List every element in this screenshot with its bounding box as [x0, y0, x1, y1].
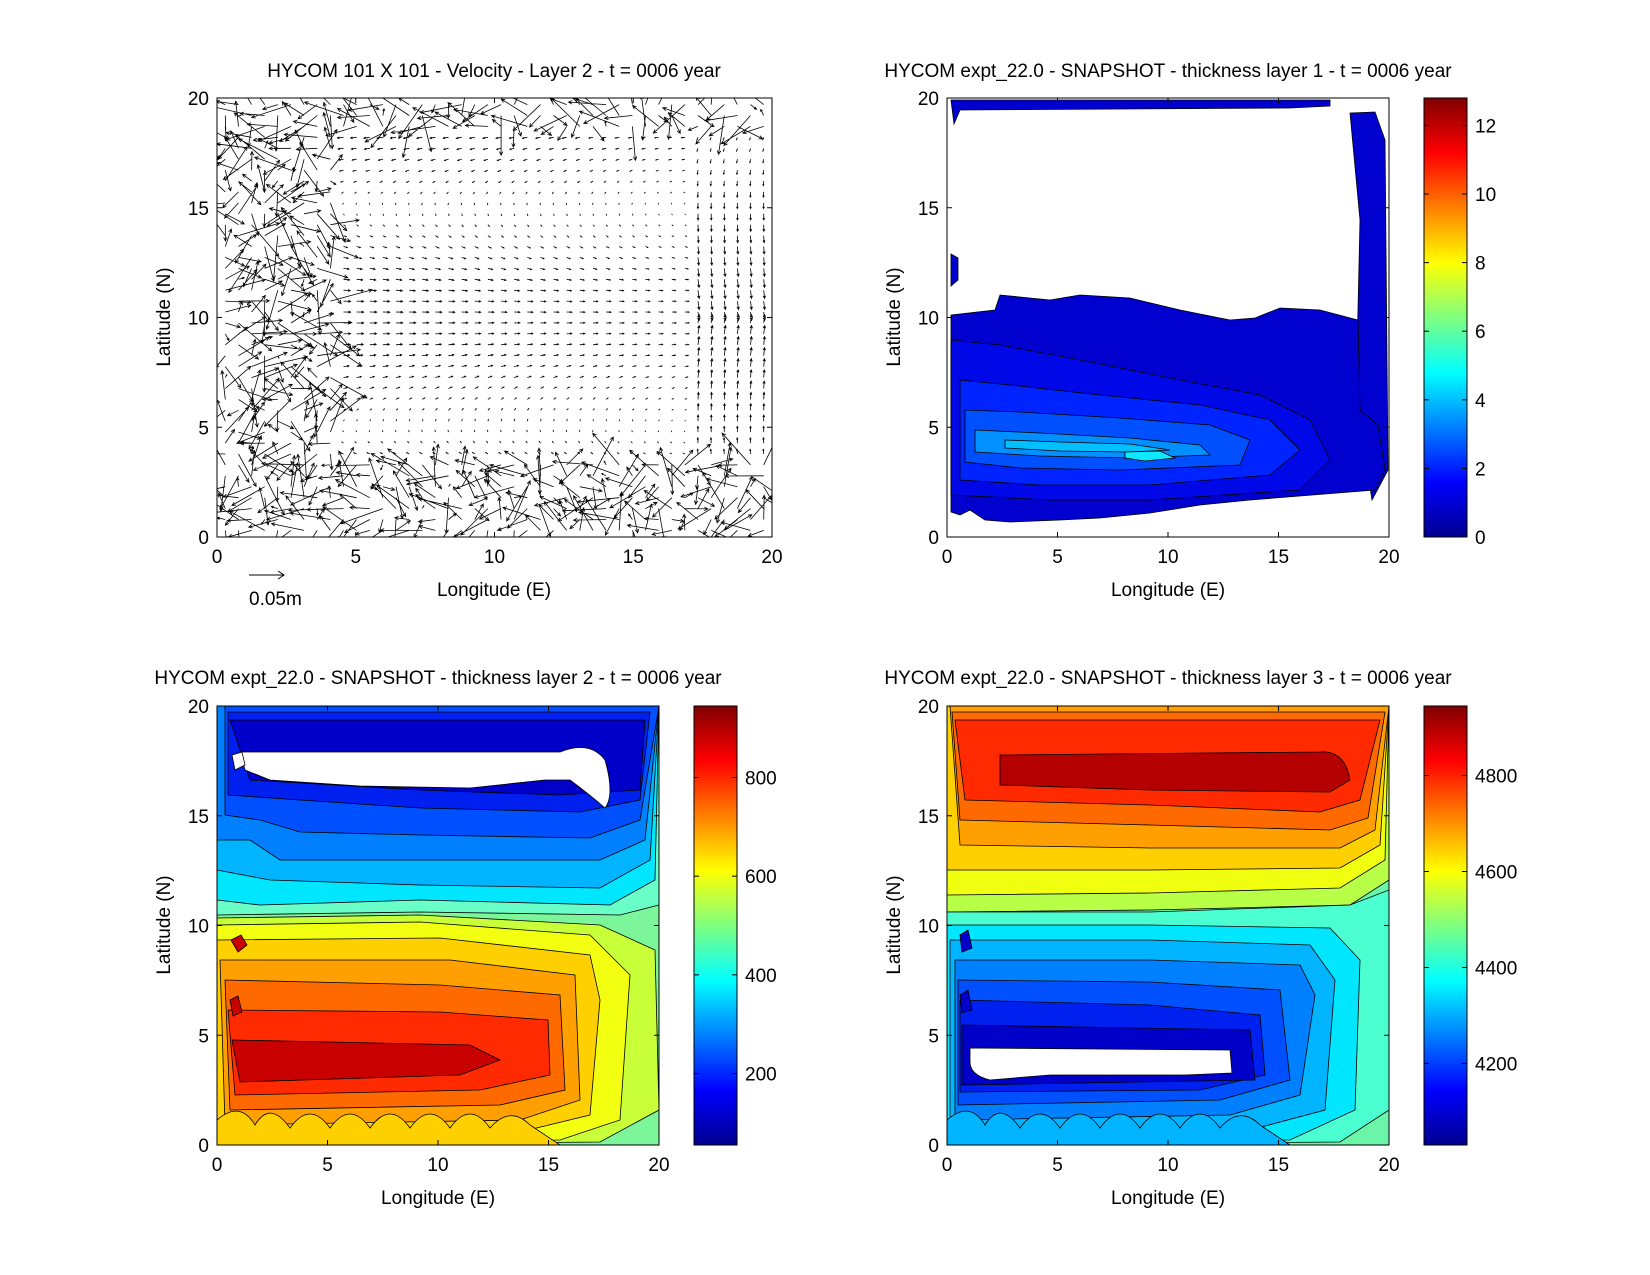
colorbar-tick-label: 6 [1475, 322, 1486, 343]
colorbar-tick-label: 4200 [1475, 1054, 1517, 1075]
y-tick-label: 20 [918, 697, 939, 718]
colorbar-tick-label: 4600 [1475, 863, 1517, 884]
panel-velocity-ylabel: Latitude (N) [154, 267, 175, 366]
y-tick-label: 20 [188, 697, 209, 718]
y-tick-label: 10 [918, 309, 939, 330]
colorbar-gradient [1423, 97, 1468, 538]
x-tick-label: 10 [427, 1155, 448, 1176]
y-tick-label: 5 [928, 1026, 939, 1047]
quiver-arrow-set [217, 98, 772, 537]
panel-layer1-ylabel: Latitude (N) [884, 267, 905, 366]
panel-velocity-title: HYCOM 101 X 101 - Velocity - Layer 2 - t… [267, 61, 721, 82]
panel-layer2-ylabel: Latitude (N) [154, 875, 175, 974]
x-tick-label: 20 [1378, 1155, 1399, 1176]
x-tick-label: 15 [623, 547, 644, 568]
y-tick-label: 0 [198, 1136, 209, 1157]
colorbar-tick-label: 600 [745, 867, 777, 888]
panel-layer2: HYCOM expt_22.0 - SNAPSHOT - thickness l… [154, 668, 777, 1209]
layer1-colorbar: 0 2 4 6 8 10 12 [1423, 97, 1496, 549]
y-tick-label: 5 [198, 1026, 209, 1047]
y-tick-label: 0 [928, 528, 939, 549]
quiver-arrows [217, 98, 772, 537]
y-tick-label: 15 [188, 807, 209, 828]
x-tick-label: 10 [1157, 1155, 1178, 1176]
y-tick-label: 20 [918, 89, 939, 110]
layer2-colorbar: 200 400 600 800 [693, 705, 777, 1146]
colorbar-tick-label: 4800 [1475, 767, 1517, 788]
colorbar-tick-label: 8 [1475, 254, 1486, 275]
x-tick-label: 20 [761, 547, 782, 568]
x-tick-label: 15 [538, 1155, 559, 1176]
x-tick-label: 0 [212, 547, 223, 568]
colorbar-tick-label: 800 [745, 769, 777, 790]
x-tick-label: 5 [1052, 547, 1063, 568]
layer2-contour-fill [217, 706, 659, 1145]
panel-layer3-title: HYCOM expt_22.0 - SNAPSHOT - thickness l… [884, 668, 1452, 689]
x-tick-label: 5 [1052, 1155, 1063, 1176]
x-tick-label: 10 [484, 547, 505, 568]
colorbar-gradient [693, 705, 738, 1146]
x-tick-label: 15 [1268, 1155, 1289, 1176]
y-tick-label: 15 [918, 199, 939, 220]
panel-layer2-xlabel: Longitude (E) [381, 1188, 495, 1209]
panel-layer3-xlabel: Longitude (E) [1111, 1188, 1225, 1209]
layer1-contour-fill [950, 99, 1389, 523]
layer3-colorbar: 4200 4400 4600 4800 [1423, 705, 1517, 1146]
panel-layer1-title: HYCOM expt_22.0 - SNAPSHOT - thickness l… [884, 61, 1452, 82]
colorbar-tick-label: 400 [745, 966, 777, 987]
scale-arrow-head [277, 570, 285, 580]
y-tick-label: 20 [188, 89, 209, 110]
x-tick-label: 20 [1378, 547, 1399, 568]
y-tick-label: 15 [918, 807, 939, 828]
quiver-scale-key: 0.05m [249, 570, 302, 610]
panel-layer1-xlabel: Longitude (E) [1111, 580, 1225, 601]
panel-velocity-xlabel: Longitude (E) [437, 580, 551, 601]
layer3-contour-fill [947, 706, 1389, 1145]
colorbar-tick-label: 12 [1475, 116, 1496, 137]
panel-layer1: HYCOM expt_22.0 - SNAPSHOT - thickness l… [884, 61, 1496, 601]
y-tick-label: 10 [918, 917, 939, 938]
x-tick-label: 5 [350, 547, 361, 568]
y-tick-label: 0 [198, 528, 209, 549]
panel-layer3: HYCOM expt_22.0 - SNAPSHOT - thickness l… [884, 668, 1517, 1209]
panel-velocity: HYCOM 101 X 101 - Velocity - Layer 2 - t… [154, 61, 783, 610]
y-tick-label: 10 [188, 309, 209, 330]
x-tick-label: 10 [1157, 547, 1178, 568]
x-tick-label: 0 [942, 1155, 953, 1176]
x-tick-label: 20 [648, 1155, 669, 1176]
x-tick-label: 5 [322, 1155, 333, 1176]
colorbar-tick-label: 4400 [1475, 958, 1517, 979]
y-tick-label: 5 [928, 418, 939, 439]
x-tick-label: 15 [1268, 547, 1289, 568]
colorbar-gradient [1423, 705, 1468, 1146]
colorbar-tick-label: 200 [745, 1064, 777, 1085]
y-tick-label: 0 [928, 1136, 939, 1157]
y-tick-label: 5 [198, 418, 209, 439]
panel-layer3-ylabel: Latitude (N) [884, 875, 905, 974]
colorbar-tick-label: 10 [1475, 185, 1496, 206]
colorbar-tick-label: 4 [1475, 391, 1486, 412]
scale-label: 0.05m [249, 589, 302, 610]
x-tick-label: 0 [942, 547, 953, 568]
colorbar-tick-label: 0 [1475, 528, 1486, 549]
panel-layer2-title: HYCOM expt_22.0 - SNAPSHOT - thickness l… [154, 668, 722, 689]
colorbar-tick-label: 2 [1475, 459, 1486, 480]
x-tick-label: 0 [212, 1155, 223, 1176]
y-tick-label: 15 [188, 199, 209, 220]
y-tick-label: 10 [188, 917, 209, 938]
